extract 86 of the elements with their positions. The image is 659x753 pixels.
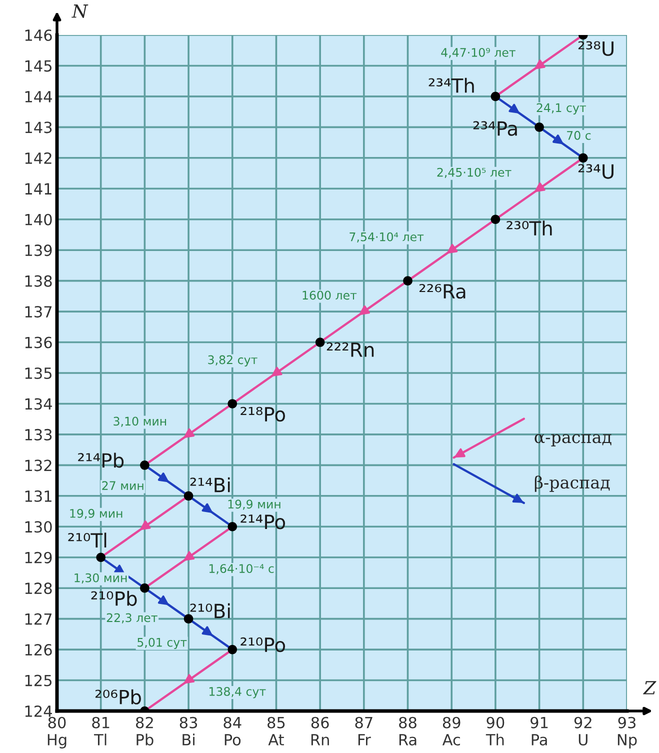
y-tick-label: 132 [25,460,52,472]
y-tick-label: 137 [25,306,52,318]
annotation: ²³⁴Pa [473,121,517,136]
annotation: 1,64·10⁻⁴ с [209,564,274,574]
annotation: ²¹⁴Po [240,514,286,530]
y-tick-label: 138 [25,275,52,287]
point [534,122,544,132]
annotation: ²¹⁸Po [240,406,286,422]
annotation: ²³⁴Th [428,78,474,93]
x-tick-label: 86 Rn [311,716,329,746]
annotation: ²²²Rn [326,342,374,357]
annotation: ²¹⁰Tl [68,532,106,548]
y-tick-label: 136 [25,336,52,348]
annotation: ²¹⁴Pb [78,452,124,468]
y-tick-label: 131 [25,490,52,502]
y-tick-label: 127 [25,613,52,625]
x-tick-label: 89 Ac [442,716,460,746]
y-tick-label: 145 [25,60,52,72]
point [403,276,412,286]
y-tick-label: 133 [25,428,52,440]
y-tick-label: 124 [25,705,52,717]
annotation: 1600 лет [302,290,357,300]
x-tick-label: 84 Po [224,716,242,746]
y-tick-label: 125 [25,674,52,686]
annotation: ²³⁴U [578,164,614,179]
y-tick-label: 135 [25,367,52,380]
y-tick-label: 130 [25,521,52,533]
y-tick-label: 146 [25,29,52,42]
y-tick-label: 141 [25,183,52,194]
y-tick-label: 143 [25,122,52,134]
annotation: ²²⁶Ra [419,284,466,299]
annotation: 7,54·10⁴ лет [350,232,424,242]
point [490,214,500,224]
annotation: 27 мин [102,481,144,490]
annotation: ²³⁰Th [506,220,552,236]
x-tick-label: 80 Hg [48,716,66,748]
annotation: 138,4 сут [209,686,266,698]
point [140,460,150,470]
annotation: 5,01 сут [138,638,187,650]
annotation: 70 с [567,130,591,140]
annotation: 3,10 мин [114,416,166,427]
point [490,92,500,102]
y-tick-label: 144 [25,91,52,102]
annotation: 19,9 мин [228,500,280,510]
annotation: 22,3 лет [106,613,158,624]
point [228,522,238,532]
annotation: ²¹⁴Bi [190,477,230,492]
annotation: 1,30 мин [74,573,127,584]
x-tick-label: 83 Bi [180,716,198,746]
y-tick-label: 134 [25,398,52,410]
point [315,338,325,347]
x-tick-label: 81 Tl [92,716,110,746]
point [578,153,588,163]
point [140,583,150,593]
x-tick-label: 93 Np [618,716,637,748]
y-axis-title: N [72,4,88,18]
point [96,552,106,562]
x-tick-label: 85 At [268,716,285,746]
point [228,644,238,654]
y-tick-label: 128 [25,582,52,594]
x-axis-title: Z [643,681,656,694]
y-tick-label: 140 [25,214,52,226]
annotation: ²³⁸U [578,41,614,56]
annotation: ²⁰⁶Pb [95,689,141,704]
x-tick-label: 87 Fr [355,716,372,746]
legend-label: β-распад [534,476,610,492]
y-tick-label: 129 [25,552,52,564]
annotation: 4,47·10⁹ лет [441,48,516,58]
point [228,399,238,408]
annotation: 3,82 сут [208,355,258,366]
annotation: 2,45·10⁵ лет [437,168,512,178]
x-tick-label: 91 Pa [530,716,548,746]
x-tick-label: 88 Ra [399,716,416,746]
annotation: 19,9 мин [70,508,122,520]
x-tick-label: 90 Th [486,716,504,746]
annotation: 24,1 сут [536,103,586,114]
y-tick-label: 142 [25,152,52,164]
annotation: ²¹⁰Pb [91,590,137,606]
x-tick-label: 92 U [574,716,592,746]
point [184,491,194,501]
annotation: ²¹⁰Po [240,637,286,652]
y-tick-label: 139 [25,244,52,256]
annotation: ²¹⁰Bi [190,603,230,618]
x-tick-label: 82 Pb [136,716,154,746]
legend-label: α-распад [534,434,612,446]
y-tick-label: 126 [25,644,52,656]
